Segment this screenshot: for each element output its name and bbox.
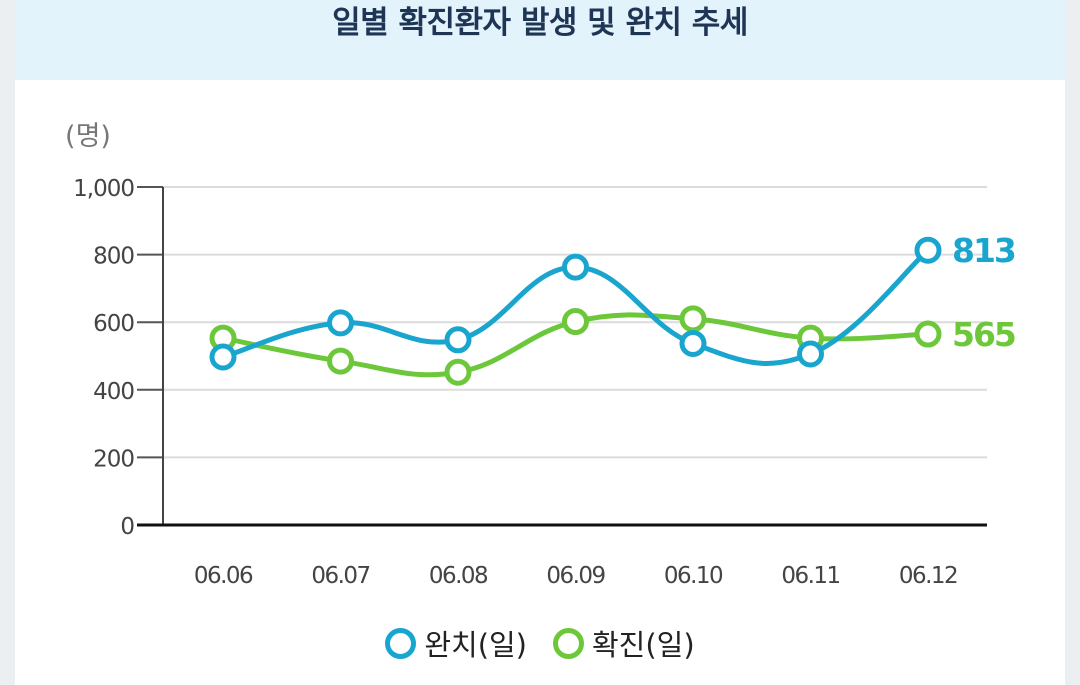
y-tick-label: 600 bbox=[93, 311, 134, 337]
data-point bbox=[444, 326, 472, 354]
data-point bbox=[679, 305, 707, 333]
legend-label: 확진(일) bbox=[592, 628, 695, 662]
data-point bbox=[209, 343, 237, 371]
y-tick-label: 1,000 bbox=[73, 176, 134, 202]
y-tick-label: 200 bbox=[93, 446, 134, 472]
data-point bbox=[679, 329, 707, 357]
chart-title: 일별 확진환자 발생 및 완치 추세 bbox=[332, 5, 748, 41]
end-value-label: 565 bbox=[952, 315, 1015, 354]
chart-legend: 완치(일) 확진(일) bbox=[0, 618, 1080, 668]
chart-card: 일별 확진환자 발생 및 완치 추세 bbox=[15, 0, 1065, 685]
x-tick-label: 06.07 bbox=[311, 563, 369, 589]
data-point bbox=[914, 320, 942, 348]
legend-item: 완치(일) bbox=[385, 622, 527, 664]
y-tick-label: 400 bbox=[93, 379, 134, 405]
y-tick-label: 0 bbox=[120, 514, 134, 540]
data-point bbox=[444, 358, 472, 386]
y-axis-unit-label: (명) bbox=[65, 121, 111, 152]
legend-item: 확진(일) bbox=[553, 622, 695, 664]
chart-header: 일별 확진환자 발생 및 완치 추세 bbox=[15, 0, 1065, 80]
legend-label: 완치(일) bbox=[424, 628, 527, 662]
end-value-label: 813 bbox=[952, 231, 1015, 270]
x-tick-label: 06.12 bbox=[899, 563, 957, 589]
data-point bbox=[914, 236, 942, 264]
x-tick-label: 06.10 bbox=[664, 563, 723, 589]
data-point bbox=[562, 308, 589, 336]
data-point bbox=[327, 309, 354, 337]
x-tick-label: 06.06 bbox=[194, 563, 253, 589]
y-tick-label: 800 bbox=[93, 244, 134, 270]
data-point bbox=[562, 253, 589, 281]
legend-marker-icon bbox=[553, 627, 584, 659]
x-tick-label: 06.09 bbox=[546, 563, 605, 589]
data-point bbox=[327, 347, 354, 375]
legend-marker-icon bbox=[385, 627, 417, 659]
x-tick-label: 06.08 bbox=[429, 563, 488, 589]
data-point bbox=[797, 340, 824, 368]
x-tick-label: 06.11 bbox=[781, 563, 839, 589]
